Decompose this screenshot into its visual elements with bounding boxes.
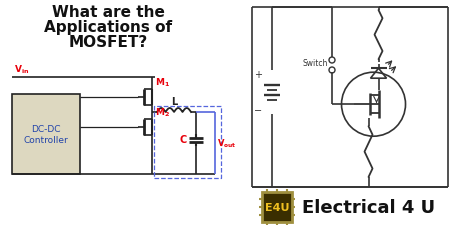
Text: L: L — [171, 97, 177, 107]
Text: Switch: Switch — [302, 59, 328, 68]
FancyBboxPatch shape — [262, 192, 292, 222]
Text: What are the: What are the — [52, 5, 164, 20]
Text: Electrical 4 U: Electrical 4 U — [302, 198, 435, 216]
Text: Applications of: Applications of — [44, 20, 172, 35]
Text: $\mathbf{V_{out}}$: $\mathbf{V_{out}}$ — [217, 137, 237, 150]
Text: −: − — [254, 106, 262, 115]
Text: $\mathbf{M_1}$: $\mathbf{M_1}$ — [155, 76, 170, 89]
Text: C: C — [180, 135, 187, 144]
Text: +: + — [254, 70, 262, 80]
Text: MOSFET?: MOSFET? — [68, 35, 147, 50]
Text: $\mathbf{V_{in}}$: $\mathbf{V_{in}}$ — [14, 63, 29, 76]
Text: DC-DC
Controller: DC-DC Controller — [24, 125, 68, 144]
FancyBboxPatch shape — [12, 94, 80, 174]
Text: E4U: E4U — [265, 202, 289, 212]
Text: $\mathbf{M_2}$: $\mathbf{M_2}$ — [155, 106, 170, 118]
